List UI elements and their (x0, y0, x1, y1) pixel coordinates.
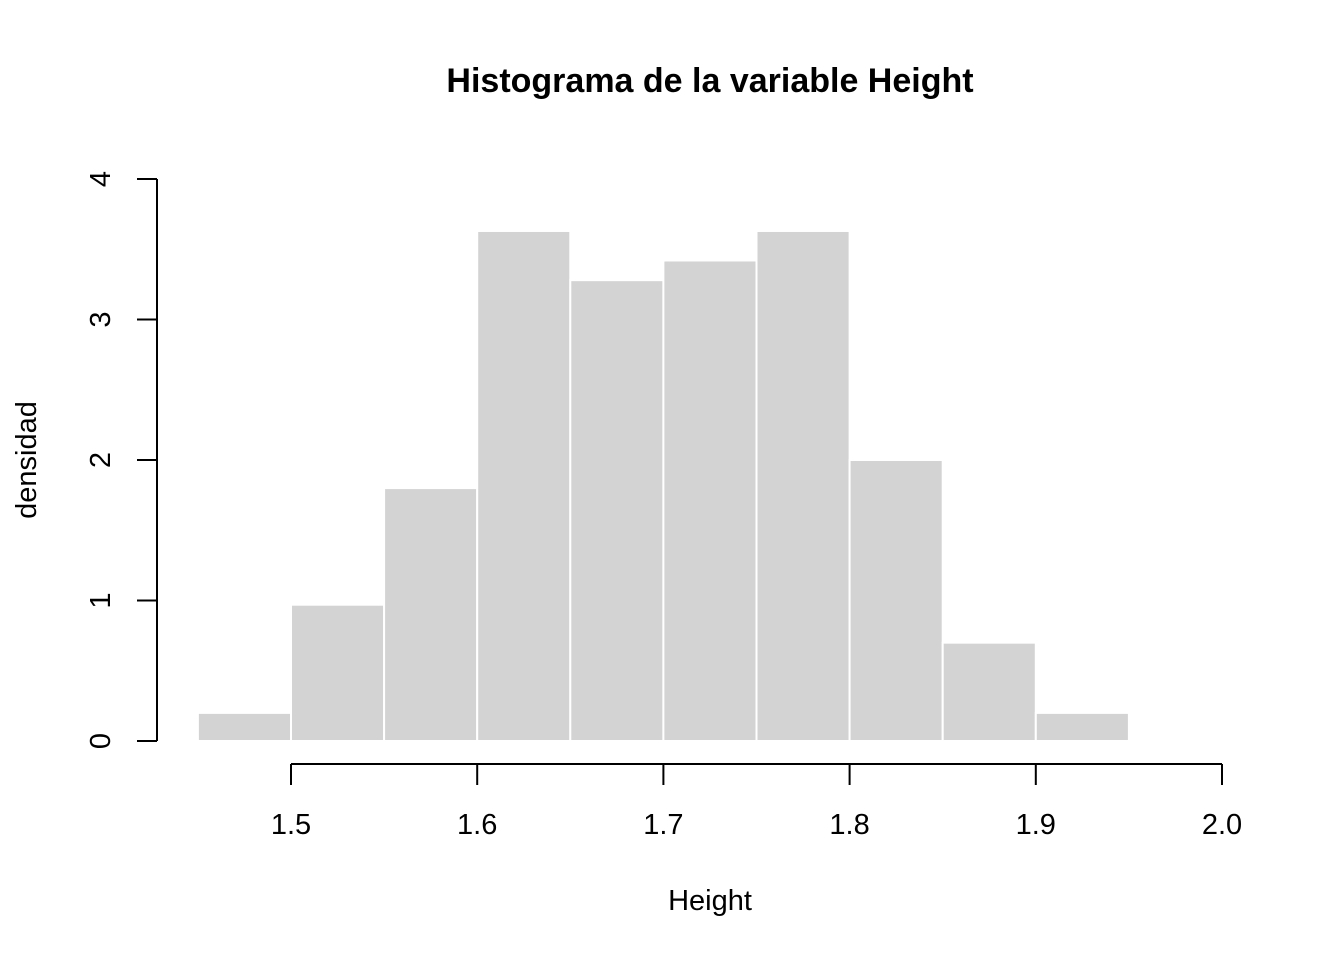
chart-title: Histograma de la variable Height (446, 62, 973, 100)
histogram-bar (196, 711, 292, 743)
y-axis: 0 1 2 3 4 (85, 171, 158, 749)
x-axis: 1.5 1.6 1.7 1.8 1.9 2.0 (271, 763, 1242, 841)
histogram-bar (662, 259, 758, 742)
histogram-bar (290, 603, 386, 743)
histogram-bars (196, 229, 1130, 743)
y-tick-label: 3 (85, 311, 117, 327)
y-tick-label: 0 (85, 733, 117, 749)
y-tick-label: 2 (85, 452, 117, 468)
x-tick-label: 1.5 (271, 809, 311, 841)
x-tick-label: 1.9 (1016, 809, 1056, 841)
histogram-bar (1034, 711, 1130, 743)
x-tick-label: 1.7 (643, 809, 683, 841)
histogram-bar (476, 229, 572, 743)
histogram-bar (569, 279, 665, 742)
y-tick-label: 4 (85, 171, 117, 187)
histogram-bar (848, 459, 944, 742)
histogram-bar (383, 487, 479, 742)
y-tick-label: 1 (85, 592, 117, 608)
histogram-bar (755, 229, 851, 743)
histogram-bar (941, 641, 1037, 743)
x-tick-label: 1.6 (457, 809, 497, 841)
x-axis-label: Height (668, 885, 752, 917)
x-tick-label: 2.0 (1202, 809, 1242, 841)
y-axis-label: densidad (11, 401, 43, 519)
x-tick-label: 1.8 (829, 809, 869, 841)
